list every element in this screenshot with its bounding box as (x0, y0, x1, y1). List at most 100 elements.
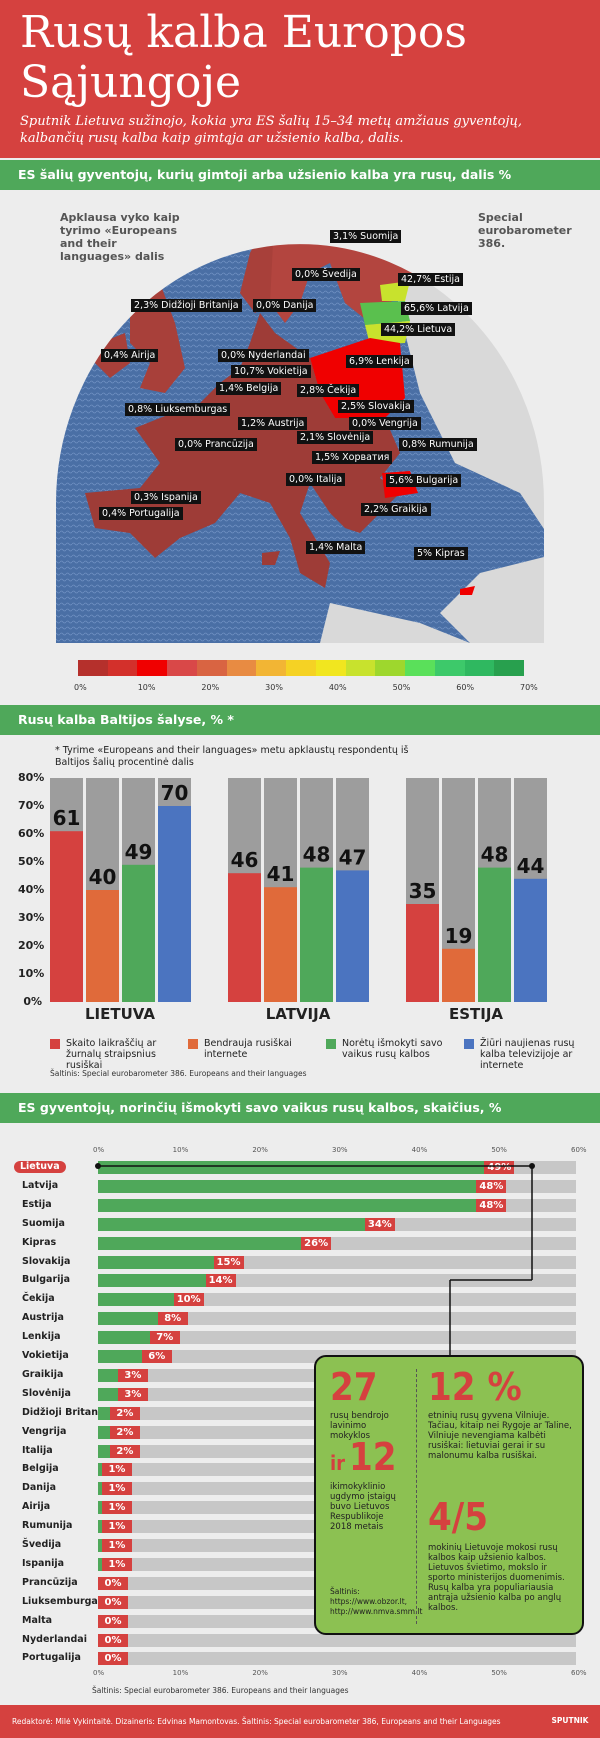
map-label-1: 0,0% Švedija (292, 268, 360, 281)
scale-cell-11 (405, 660, 436, 676)
x-tick-top-6: 60% (571, 1146, 587, 1154)
map-label-0: 3,1% Suomija (330, 230, 402, 243)
row-label-23: Liuksemburgas (22, 1595, 104, 1607)
row-value-10: 6% (141, 1350, 172, 1363)
map-label-13: 0,8% Liuksemburgas (125, 403, 231, 416)
fact-12-percent: 12 % (428, 1365, 522, 1409)
row-value-7: 10% (173, 1293, 204, 1307)
map-note-right: Special eurobarometer 386. (478, 211, 572, 250)
map-label-15: 1,2% Austrija (238, 417, 308, 430)
row-value-0: 49% (484, 1161, 515, 1174)
y-tick-7: 70% (18, 799, 45, 812)
baltic-source: Šaltinis: Special eurobarometer 386. Eur… (50, 1069, 307, 1078)
x-tick-bottom-0: 0% (93, 1669, 105, 1677)
latvia-land (360, 301, 410, 325)
legend-label-1: Bendrauja rusiškai internete (204, 1038, 292, 1060)
row-label-6: Bulgarija (22, 1274, 71, 1286)
row-track-9: 7% (98, 1331, 576, 1345)
row-track-8: 8% (98, 1312, 576, 1326)
row-track-6: 14% (98, 1274, 576, 1288)
map-label-14: 2,5% Slovakija (338, 400, 414, 413)
bar-value-2-0: 35 (409, 879, 437, 903)
row-label-18: Airija (22, 1501, 51, 1513)
row-label-2: Estija (22, 1198, 52, 1210)
fact-27-text: rusų bendrojo lavinimo mokyklos (330, 1411, 389, 1441)
x-tick-top-0: 0% (93, 1146, 105, 1154)
map-label-26: 1,4% Malta (306, 541, 366, 554)
row-bar-2 (98, 1198, 481, 1212)
y-tick-5: 50% (18, 855, 45, 868)
color-scale (78, 660, 525, 676)
x-tick-top-2: 20% (252, 1146, 268, 1154)
scale-tick-1: 10% (137, 683, 156, 692)
bar-value-1-2: 48 (303, 843, 331, 867)
row-value-19: 1% (101, 1520, 132, 1534)
title-line-2: Sąjungoje (20, 57, 242, 108)
map-label-9: 6,9% Lenkija (346, 355, 413, 368)
row-label-20: Švedija (22, 1539, 62, 1550)
legend-swatch-3 (464, 1039, 474, 1049)
map-note-left: Apklausa vyko kaip tyrimo «Europeans and… (60, 211, 180, 263)
sputnik-logo: SPUTNIK (551, 1716, 589, 1725)
fact-source-1: https://www.obzor.lt, (330, 1597, 408, 1606)
fact-12-text: ikimokyklinio ugdymo įstaigų buvo Lietuv… (330, 1482, 396, 1532)
x-tick-top-5: 50% (491, 1146, 507, 1154)
category-label-2: ESTIJA (448, 1005, 504, 1023)
x-tick-bottom-2: 20% (252, 1669, 268, 1677)
scale-cell-7 (286, 660, 317, 676)
map-label-20: 1,5% Хорватия (312, 451, 393, 464)
row-value-9: 7% (149, 1331, 180, 1345)
europe-map: Apklausa vyko kaip tyrimo «Europeans and… (0, 193, 600, 643)
bar-2-1 (442, 948, 475, 1002)
row-label-16: Belgija (22, 1463, 59, 1475)
fact-4-5: 4/5 (428, 1495, 489, 1539)
fact-12: 12 (349, 1435, 397, 1479)
row-label-12: Slovėnija (22, 1387, 71, 1399)
fact-27: 27 (330, 1365, 378, 1409)
row-track-1: 48% (98, 1179, 576, 1193)
x-tick-bottom-1: 10% (172, 1669, 189, 1677)
map-label-10: 10,7% Vokietija (231, 365, 311, 378)
map-label-17: 0,0% Prancūzija (175, 438, 257, 451)
map-label-24: 2,2% Graikija (361, 503, 431, 516)
row-label-25: Nyderlandai (22, 1633, 87, 1645)
row-bar-12 (98, 1387, 122, 1401)
row-bar-3 (98, 1217, 369, 1231)
row-value-18: 1% (101, 1501, 132, 1515)
row-label-11: Graikija (22, 1368, 64, 1380)
legend-label-2: Norėtų išmokyti savo vaikus rusų kalbos (342, 1038, 443, 1060)
row-track-5: 15% (98, 1255, 576, 1269)
x-tick-top-1: 10% (172, 1146, 189, 1154)
map-label-27: 5% Kipras (414, 547, 468, 560)
scale-cell-8 (315, 660, 347, 676)
bar-value-0-0: 61 (53, 806, 81, 830)
bar-value-0-3: 70 (161, 781, 189, 805)
row-track-0: 49% (98, 1161, 576, 1174)
row-value-1: 48% (476, 1179, 507, 1193)
header: Rusų kalba Europos Sąjungoje Sputnik Lie… (0, 0, 600, 158)
fact-box: 27 rusų bendrojo lavinimo mokyklos ir 12… (314, 1355, 584, 1635)
map-label-18: 2,1% Slovėnija (297, 431, 374, 444)
scale-cell-12 (434, 660, 466, 676)
map-label-23: 0,3% Ispanija (131, 491, 201, 504)
legend-swatch-0 (50, 1039, 60, 1049)
row-bar-0 (98, 1161, 489, 1174)
map-label-7: 0,4% Airija (101, 349, 159, 362)
row-label-17: Danija (22, 1482, 56, 1494)
row-value-8: 8% (157, 1312, 188, 1326)
connector-lines (95, 1163, 535, 1355)
map-label-12: 2,8% Čekija (297, 384, 360, 397)
bar-0-1 (86, 890, 119, 1002)
dome-border (54, 242, 546, 643)
row-label-10: Vokietija (22, 1350, 69, 1361)
row-bar-4 (98, 1236, 306, 1250)
map-label-11: 1,4% Belgija (216, 382, 282, 395)
scale-cell-0 (78, 660, 109, 676)
fact-4-5-text: mokinių Lietuvoje mokosi rusų kalbos kai… (428, 1543, 565, 1613)
scale-tick-4: 40% (328, 683, 347, 692)
row-value-13: 2% (109, 1406, 140, 1420)
row-bar-6 (98, 1274, 210, 1288)
row-value-17: 1% (101, 1482, 132, 1496)
scale-tick-7: 70% (520, 683, 538, 692)
row-label-21: Ispanija (22, 1557, 65, 1569)
